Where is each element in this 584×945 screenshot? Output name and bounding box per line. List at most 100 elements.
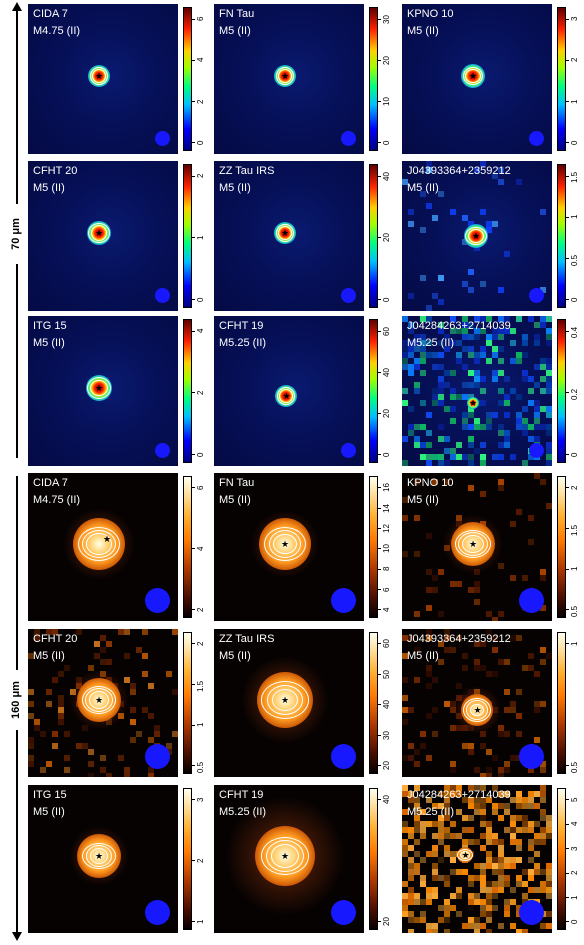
noise-pixel: [534, 473, 540, 479]
noise-pixel: [456, 454, 462, 460]
noise-pixel: [498, 611, 504, 617]
colorbar-tick-label: 1: [196, 722, 205, 728]
noise-pixel: [408, 370, 414, 376]
source-name-label: CIDA 7: [33, 477, 68, 489]
spectral-type-label: M5 (II): [407, 182, 439, 194]
noise-pixel: [534, 322, 540, 328]
noise-pixel: [414, 515, 420, 521]
beam-size-icon: [155, 131, 170, 146]
star-marker-icon: ★: [473, 705, 482, 716]
noise-pixel: [444, 815, 450, 821]
noise-pixel: [522, 334, 528, 340]
noise-pixel: [480, 773, 486, 777]
colorbar-tick-label: 2: [570, 485, 579, 490]
noise-pixel: [34, 719, 40, 725]
noise-pixel: [468, 406, 474, 412]
noise-pixel: [492, 893, 498, 899]
noise-pixel: [480, 743, 486, 749]
noise-pixel: [432, 929, 438, 933]
noise-pixel: [510, 857, 516, 863]
colorbar: [183, 476, 192, 618]
noise-pixel: [94, 641, 100, 647]
noise-pixel: [516, 809, 522, 815]
noise-pixel: [480, 352, 486, 358]
contour-line: [77, 527, 120, 562]
noise-pixel: [498, 857, 504, 863]
noise-pixel: [546, 863, 552, 869]
noise-pixel: [480, 821, 486, 827]
colorbar-tick: [378, 142, 381, 144]
noise-pixel: [426, 430, 432, 436]
source-name-label: J04284263+2714039: [407, 320, 511, 332]
noise-pixel: [468, 869, 474, 875]
noise-pixel: [528, 767, 534, 773]
noise-pixel: [402, 905, 408, 911]
noise-pixel: [408, 911, 414, 917]
colorbar-tick-label: 4: [570, 821, 579, 827]
colorbar-tick: [566, 848, 569, 850]
colorbar-tick-label: 0.4: [570, 326, 579, 339]
colorbar-tick-label: 40: [382, 367, 391, 377]
noise-pixel: [432, 352, 438, 358]
noise-pixel: [402, 893, 408, 899]
colorbar-tick: [566, 142, 569, 144]
colorbar-tick-label: 3: [570, 16, 579, 22]
noise-pixel: [486, 893, 492, 899]
noise-pixel: [402, 515, 408, 521]
noise-pixel: [28, 713, 34, 719]
noise-pixel: [432, 388, 438, 394]
colorbar-tick: [192, 392, 195, 394]
noise-pixel: [414, 334, 420, 340]
source-name-label: J04284263+2714039: [407, 789, 511, 801]
colorbar-tick-label: 4: [196, 57, 205, 63]
noise-pixel: [28, 701, 34, 707]
noise-pixel: [444, 629, 450, 635]
colorbar-tick: [378, 330, 381, 332]
noise-pixel: [546, 911, 552, 917]
noise-pixel: [432, 454, 438, 460]
noise-pixel: [498, 485, 504, 491]
noise-pixel: [516, 635, 522, 641]
noise-pixel: [528, 515, 534, 521]
contour-line: [454, 530, 491, 559]
noise-pixel: [540, 797, 546, 803]
noise-pixel: [420, 454, 426, 460]
colorbar-tick-label: 40: [382, 700, 391, 710]
noise-pixel: [468, 460, 474, 466]
noise-pixel: [462, 797, 468, 803]
noise-pixel: [528, 869, 534, 875]
noise-pixel: [444, 436, 450, 442]
noise-pixel: [456, 328, 462, 334]
noise-pixel: [540, 406, 546, 412]
colorbar-tick-label: 20: [382, 409, 391, 419]
colorbar-tick-label: 4: [196, 546, 205, 551]
noise-pixel: [450, 869, 456, 875]
noise-pixel: [462, 394, 468, 400]
noise-pixel: [528, 376, 534, 382]
noise-pixel: [486, 418, 492, 424]
noise-pixel: [34, 635, 40, 641]
colorbar-tick: [378, 101, 381, 103]
noise-pixel: [456, 352, 462, 358]
beam-size-icon: [529, 131, 544, 146]
colorbar-tick-label: 0: [570, 452, 579, 457]
noise-pixel: [480, 809, 486, 815]
colorbar-tick-label: 40: [382, 171, 391, 181]
noise-pixel: [456, 352, 462, 358]
noise-pixel: [510, 857, 516, 863]
noise-pixel: [468, 370, 474, 376]
noise-pixel: [462, 322, 468, 328]
noise-pixel: [438, 905, 444, 911]
colorbar-tick: [192, 765, 195, 767]
colorbar: [183, 7, 192, 151]
noise-pixel: [414, 827, 420, 833]
noise-pixel: [402, 911, 408, 917]
noise-pixel: [498, 479, 504, 485]
noise-pixel: [480, 815, 486, 821]
spectral-type-label: M5 (II): [219, 650, 251, 662]
colorbar-tick-label: 0: [570, 297, 579, 302]
noise-pixel: [468, 875, 474, 881]
noise-pixel: [130, 707, 136, 713]
colorbar-tick: [378, 799, 381, 801]
noise-pixel: [522, 352, 528, 358]
